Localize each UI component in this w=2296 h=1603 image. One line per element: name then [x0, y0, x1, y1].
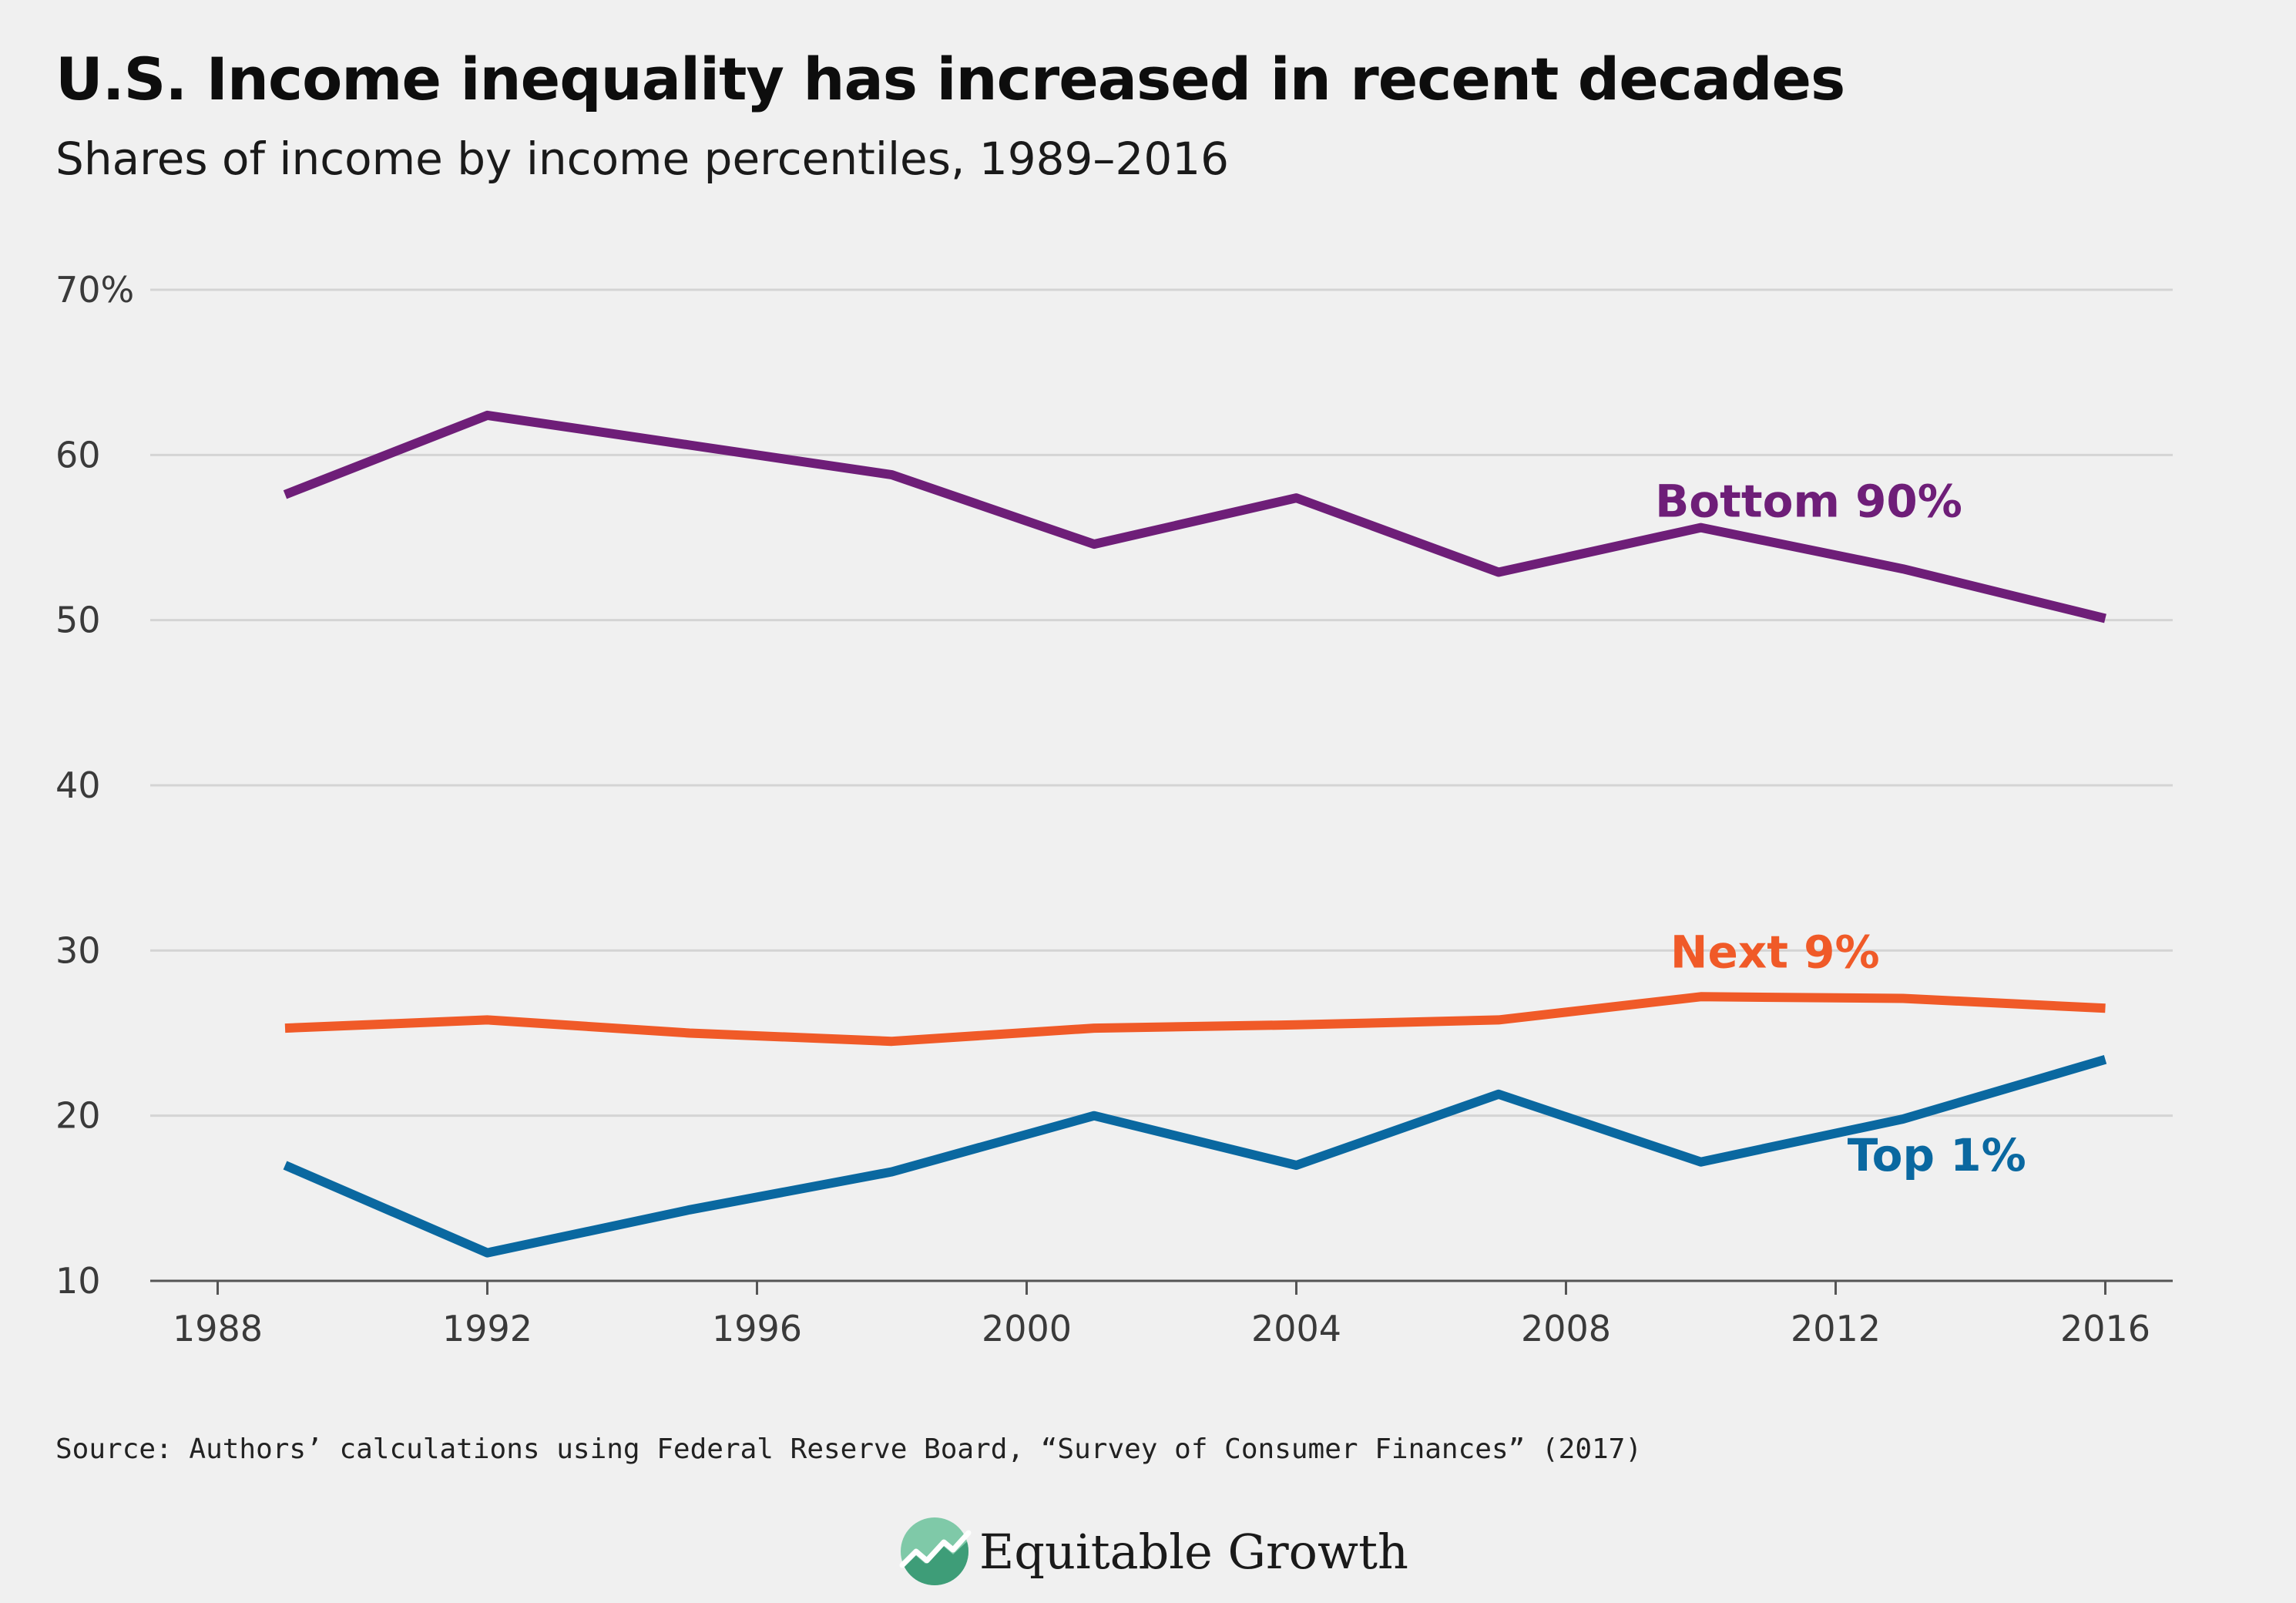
line-chart: 10 20 30 40 50 60 70% 1988 1992 1996 2000 2004 2008… — [55, 269, 2173, 1349]
x-tick-label: 2016 — [2060, 1308, 2150, 1349]
y-tick-label: 30 — [55, 929, 101, 971]
y-tick-label: 10 — [55, 1260, 101, 1302]
y-tick-label: 50 — [55, 600, 101, 641]
chart-subtitle: Shares of income by income percentiles, … — [55, 133, 1230, 185]
series-line-next-9 — [284, 992, 2106, 1047]
x-tick-label: 1988 — [173, 1308, 263, 1349]
x-tick-label: 2004 — [1251, 1308, 1341, 1349]
x-axis: 1988 1992 1996 2000 2004 2008 2012 2016 — [150, 1279, 2173, 1349]
y-axis: 10 20 30 40 50 60 70% — [55, 269, 134, 1302]
x-tick-label: 1992 — [442, 1308, 532, 1349]
x-tick-label: 2012 — [1791, 1308, 1881, 1349]
source-note: Source: Authors’ calculations using Fede… — [55, 1433, 1643, 1465]
growth-logo-icon — [899, 1517, 972, 1585]
series-label-next-9: Next 9% — [1670, 926, 1880, 978]
series-line-bottom-90 — [283, 410, 2106, 623]
x-tick-label: 1996 — [712, 1308, 802, 1349]
series-label-bottom-90: Bottom 90% — [1655, 475, 1962, 527]
y-tick-label: 60 — [55, 434, 101, 476]
y-tick-label: 70% — [55, 269, 134, 311]
y-tick-label: 40 — [55, 765, 101, 806]
series-label-top-1: Top 1% — [1848, 1129, 2026, 1181]
y-tick-label: 20 — [55, 1095, 101, 1137]
x-tick-label: 2008 — [1521, 1308, 1611, 1349]
series-group — [283, 410, 2107, 1258]
chart-title: U.S. Income inequality has increased in … — [55, 45, 1845, 113]
gridlines — [150, 288, 2173, 1117]
x-tick-label: 2000 — [982, 1308, 1072, 1349]
series-line-top-1 — [283, 1055, 2107, 1258]
logo-wordmark: Equitable Growth — [979, 1523, 1408, 1580]
series-labels: Bottom 90% Next 9% Top 1% — [1655, 475, 2026, 1181]
equitable-growth-logo: Equitable Growth — [898, 1514, 1408, 1588]
